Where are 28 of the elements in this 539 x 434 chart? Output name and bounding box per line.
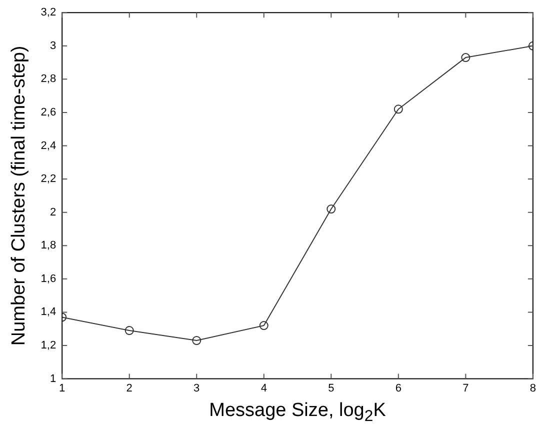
x-tick-label: 2	[126, 382, 132, 394]
point	[326, 204, 336, 214]
x-tick-label: 4	[260, 382, 267, 394]
y-tick-label: 3	[50, 40, 56, 52]
point	[461, 53, 470, 62]
point	[192, 336, 202, 346]
point	[394, 104, 403, 114]
x-tick-label: 7	[462, 382, 469, 394]
y-tick-label: 2,2	[40, 173, 56, 186]
y-tick-label: 2,6	[40, 106, 56, 119]
y-tick-label: 1,6	[40, 272, 56, 285]
y-tick-label: 2,8	[40, 73, 56, 86]
y-tick-label: 3,2	[40, 6, 56, 19]
x-tick-label: 1	[59, 382, 66, 394]
point	[259, 321, 268, 330]
y-tick-label: 2,4	[40, 140, 56, 152]
x-tick-label: 5	[328, 382, 334, 394]
y-axis-title: Number of Clusters (final time-step)	[8, 46, 30, 346]
y-tick-label: 1	[50, 372, 56, 385]
x-tick-label: 8	[530, 382, 536, 394]
x-axis-title: Message Size, log$_{2}$K	[208, 400, 387, 426]
y-tick-label: 1,8	[40, 240, 56, 252]
point	[124, 326, 134, 336]
y-tick-label: 1,2	[40, 340, 56, 352]
x-tick-label: 3	[194, 382, 200, 394]
y-tick-label: 2	[50, 206, 56, 218]
y-tick-label: 1,4	[40, 306, 56, 318]
x-tick-label: 6	[395, 382, 402, 394]
